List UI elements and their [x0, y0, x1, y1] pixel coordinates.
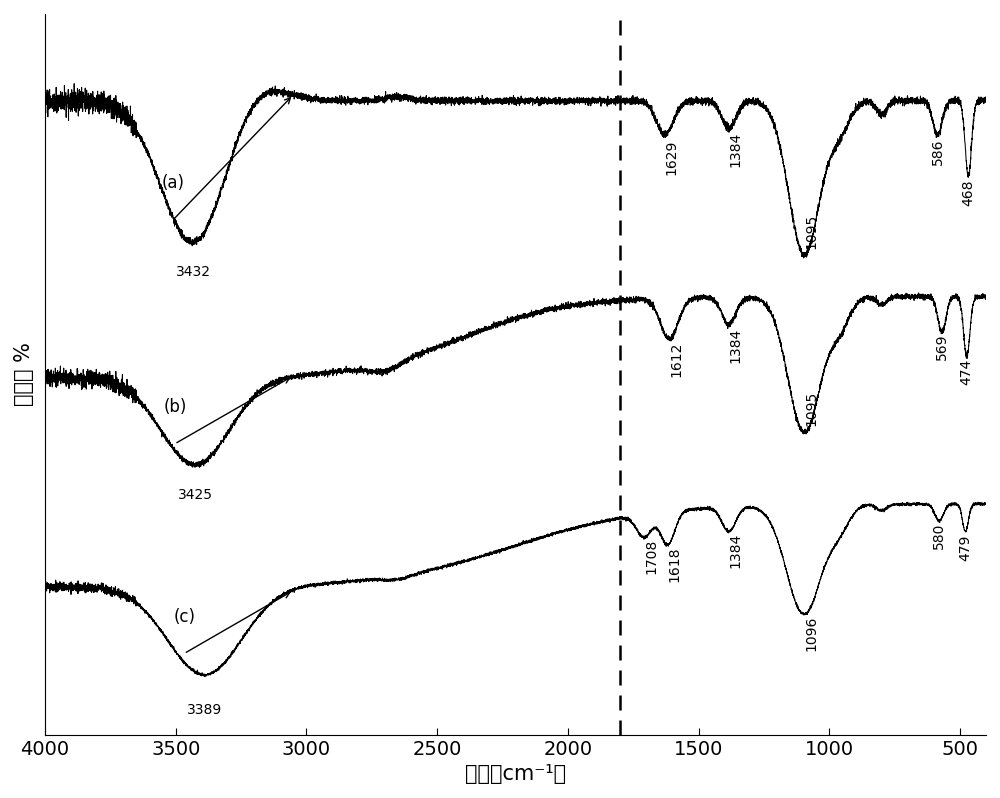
Text: (c): (c): [173, 608, 195, 626]
Text: 468: 468: [961, 180, 975, 206]
Y-axis label: 透过率 %: 透过率 %: [14, 342, 34, 406]
Text: 1629: 1629: [665, 140, 679, 175]
Text: 1708: 1708: [644, 539, 658, 574]
Text: 1095: 1095: [804, 391, 818, 426]
Text: 3389: 3389: [187, 702, 222, 717]
Text: 1384: 1384: [729, 533, 743, 568]
Text: 569: 569: [935, 334, 949, 360]
Text: 586: 586: [930, 139, 944, 165]
Text: 474: 474: [960, 358, 974, 385]
Text: 479: 479: [958, 535, 972, 561]
Text: 1612: 1612: [669, 342, 683, 377]
Text: 1618: 1618: [668, 547, 682, 583]
Text: 1384: 1384: [729, 132, 743, 167]
Text: 1096: 1096: [804, 616, 818, 651]
X-axis label: 波长（cm⁻¹）: 波长（cm⁻¹）: [465, 764, 566, 784]
Text: 1384: 1384: [729, 327, 743, 363]
Text: (a): (a): [162, 175, 185, 192]
Text: 580: 580: [932, 523, 946, 550]
Text: 3432: 3432: [176, 265, 211, 279]
Text: 1095: 1095: [804, 214, 818, 249]
Text: 3425: 3425: [178, 488, 213, 502]
Text: (b): (b): [164, 398, 187, 416]
